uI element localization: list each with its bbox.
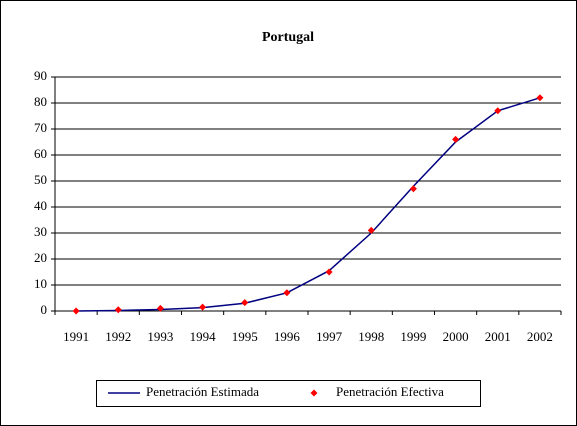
data-point (494, 107, 502, 115)
x-tick-label: 1994 (190, 329, 217, 344)
y-tick-label: 40 (34, 198, 47, 213)
data-point (199, 303, 207, 311)
x-tick-label: 1992 (105, 329, 131, 344)
y-tick-label: 30 (34, 224, 47, 239)
legend-label: Penetración Estimada (146, 384, 259, 399)
x-tick-label: 2000 (443, 329, 469, 344)
y-tick-label: 20 (34, 250, 47, 265)
data-point (367, 226, 375, 234)
series-line (76, 97, 541, 312)
data-point (452, 135, 460, 143)
data-point (325, 268, 333, 276)
data-point (283, 289, 291, 297)
legend-box (96, 380, 481, 407)
x-tick-label: 1998 (358, 329, 384, 344)
x-tick-label: 1996 (274, 329, 301, 344)
x-tick-label: 1991 (63, 329, 89, 344)
data-point (409, 185, 417, 193)
x-tick-label: 2002 (527, 329, 553, 344)
y-tick-label: 10 (34, 276, 47, 291)
chart-title: Portugal (262, 30, 314, 45)
x-tick-label: 1999 (400, 329, 426, 344)
y-tick-label: 80 (34, 94, 47, 109)
data-point (72, 307, 80, 315)
y-tick-label: 0 (41, 302, 48, 317)
data-point (241, 299, 249, 307)
y-tick-label: 60 (34, 146, 47, 161)
x-tick-label: 2001 (485, 329, 511, 344)
legend-label: Penetración Efectiva (336, 384, 444, 399)
legend-swatch (310, 389, 318, 397)
x-tick-label: 1995 (232, 329, 258, 344)
data-point (114, 306, 122, 314)
data-point (156, 304, 164, 312)
x-tick-label: 1997 (316, 329, 343, 344)
y-tick-label: 90 (34, 68, 47, 83)
data-point (536, 94, 544, 102)
x-tick-label: 1993 (147, 329, 173, 344)
y-tick-label: 50 (34, 172, 47, 187)
y-tick-label: 70 (34, 120, 47, 135)
